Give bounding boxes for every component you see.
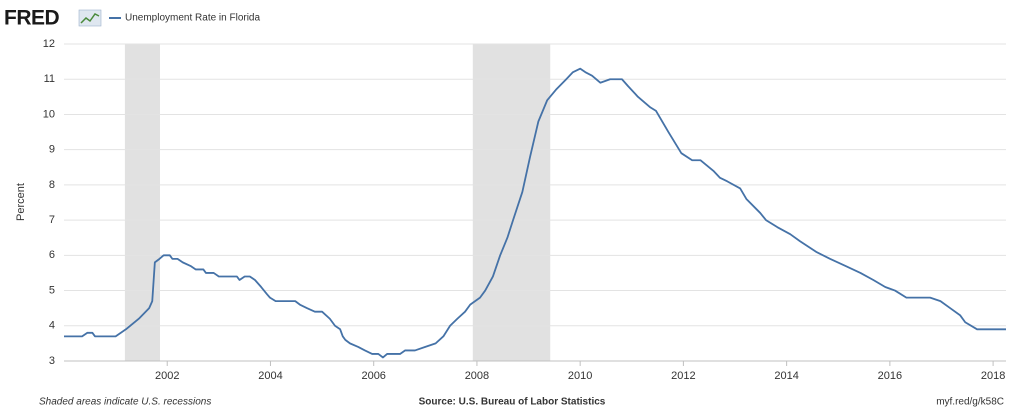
- logo: FRED: [4, 7, 60, 30]
- footer-source: Source: U.S. Bureau of Labor Statistics: [419, 397, 606, 408]
- x-tick-label: 2006: [361, 370, 385, 382]
- y-tick-label: 4: [49, 320, 55, 332]
- y-tick-label: 9: [49, 144, 55, 156]
- recession-band: [124, 44, 161, 361]
- y-tick-label: 10: [43, 108, 55, 120]
- data-line: [64, 67, 1006, 359]
- footer-note: Shaded areas indicate U.S. recessions: [39, 397, 211, 408]
- x-tick-label: 2012: [671, 370, 695, 382]
- x-tick-label: 2004: [258, 370, 282, 382]
- y-tick-label: 6: [49, 249, 55, 261]
- x-tick-label: 2002: [155, 370, 179, 382]
- logo-icon: [78, 9, 102, 27]
- footer-link: myf.red/g/k58C: [936, 397, 1004, 408]
- y-tick-label: 7: [49, 214, 55, 226]
- y-tick-label: 11: [44, 73, 55, 85]
- x-tick-label: 2016: [878, 370, 902, 382]
- recession-band: [472, 44, 551, 361]
- y-tick-label: 8: [49, 179, 55, 191]
- y-tick-label: 5: [49, 284, 55, 296]
- y-axis-label: Percent: [15, 183, 27, 221]
- x-tick-label: 2010: [568, 370, 592, 382]
- legend-label: Unemployment Rate in Florida: [125, 13, 260, 24]
- x-tick-label: 2018: [981, 370, 1005, 382]
- y-tick-label: 3: [49, 355, 55, 367]
- y-tick-label: 12: [43, 38, 55, 50]
- x-tick-label: 2014: [774, 370, 798, 382]
- x-tick-label: 2008: [465, 370, 489, 382]
